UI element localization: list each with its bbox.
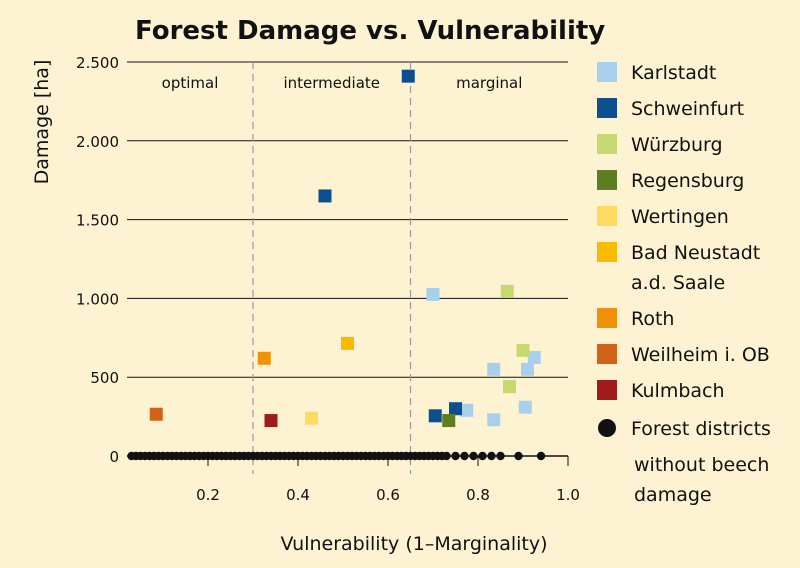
legend-label: Weilheim i. OB <box>631 344 770 366</box>
point-schweinfurt <box>318 189 332 203</box>
legend: Karlstadt Schweinfurt Würzburg Regensburg We… <box>597 62 771 506</box>
zone-label: optimal <box>162 74 219 92</box>
point-weilheim-i-ob <box>149 407 163 421</box>
point-w-rzburg <box>516 343 530 357</box>
point-karlstadt <box>426 287 440 301</box>
legend-marker <box>597 344 617 364</box>
no-damage-point <box>451 451 460 461</box>
legend-marker <box>597 206 617 226</box>
chart-title: Forest Damage vs. Vulnerability <box>135 16 605 46</box>
no-damage-point <box>514 451 523 461</box>
point-roth <box>257 351 271 365</box>
x-axis-label: Vulnerability (1–Marginality) <box>280 533 547 555</box>
point-schweinfurt <box>449 402 462 416</box>
zone-label: marginal <box>456 74 522 92</box>
point-karlstadt <box>521 362 534 376</box>
legend-marker <box>597 62 617 82</box>
legend-label: Roth <box>631 308 674 330</box>
legend-label: Kulmbach <box>631 380 725 402</box>
zones: optimal intermediate marginal <box>162 62 522 474</box>
legend-label-no-damage: Forest districts without beech damage <box>631 418 771 506</box>
point-karlstadt <box>518 400 532 414</box>
no-damage-point <box>496 451 505 461</box>
legend-label: Regensburg <box>631 170 744 192</box>
zone-label: intermediate <box>283 74 380 92</box>
legend-label: Würzburg <box>631 134 723 156</box>
point-schweinfurt <box>428 409 442 423</box>
data-points <box>127 69 546 461</box>
point-schweinfurt <box>401 69 415 83</box>
legend-marker <box>597 134 617 154</box>
y-tick-label: 1.500 <box>76 212 119 230</box>
point-w-rzburg <box>500 284 514 298</box>
no-damage-point <box>478 451 487 461</box>
y-tick-label: 1.000 <box>76 290 119 308</box>
point-karlstadt <box>460 403 474 417</box>
x-tick-label: 0.6 <box>376 486 400 504</box>
y-tick-label: 500 <box>90 369 119 387</box>
legend-marker <box>597 98 617 118</box>
legend-marker-no-damage <box>598 419 616 437</box>
legend-marker <box>597 170 617 190</box>
legend-label: Wertingen <box>631 206 729 228</box>
y-tick-label: 0 <box>109 448 119 466</box>
no-damage-point <box>487 451 496 461</box>
point-kulmbach <box>264 414 278 428</box>
no-damage-point <box>536 451 546 461</box>
point-regensburg <box>442 414 456 428</box>
point-wertingen <box>305 411 318 425</box>
legend-marker <box>597 308 617 328</box>
x-tick-label: 1.0 <box>556 486 580 504</box>
y-tick-label: 2.000 <box>76 133 119 151</box>
y-tick-label: 2.500 <box>76 54 119 72</box>
x-tick-label: 0.2 <box>196 486 220 504</box>
point-karlstadt <box>527 351 541 364</box>
no-damage-point <box>442 451 451 461</box>
point-bad-neustadt <box>341 336 354 350</box>
x-tick-label: 0.8 <box>466 486 490 504</box>
axes: 0 500 1.000 1.500 2.000 2.500 0.2 0.4 0.6 0.8 1.0 <box>76 54 580 504</box>
legend-label: Bad Neustadt a.d. Saale <box>631 242 760 294</box>
x-tick-label: 0.4 <box>286 486 310 504</box>
point-karlstadt <box>487 362 501 376</box>
legend-marker <box>597 242 617 262</box>
legend-label: Karlstadt <box>631 62 716 84</box>
grid <box>127 61 568 378</box>
no-damage-point <box>469 451 478 461</box>
point-karlstadt <box>487 413 501 427</box>
y-axis-label: Damage [ha] <box>31 60 53 185</box>
legend-marker <box>597 380 617 400</box>
legend-label: Schweinfurt <box>631 98 744 120</box>
no-damage-point <box>460 451 469 461</box>
point-w-rzburg <box>503 380 516 394</box>
